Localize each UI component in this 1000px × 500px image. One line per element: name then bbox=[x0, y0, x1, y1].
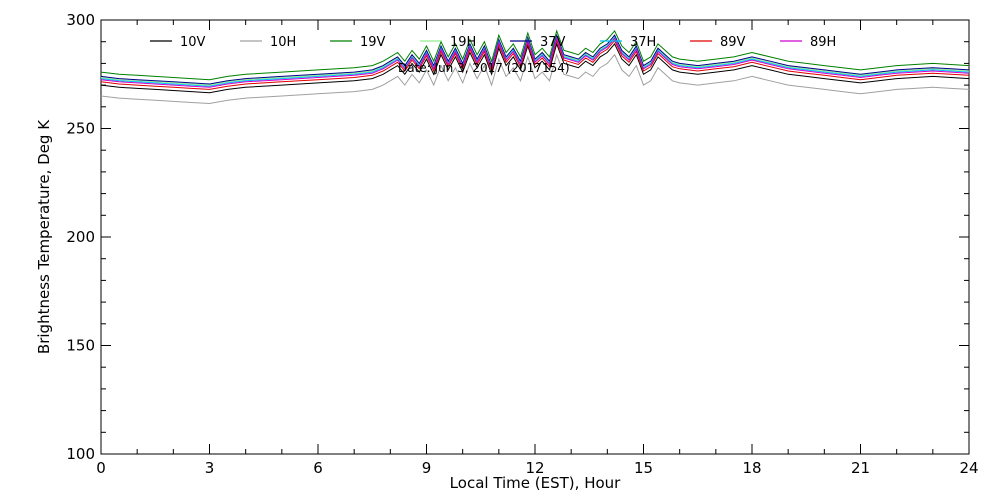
y-tick-label: 250 bbox=[66, 120, 95, 138]
x-tick-label: 9 bbox=[422, 459, 432, 477]
legend-label-37h: 37H bbox=[630, 35, 656, 50]
legend-label-89v: 89V bbox=[720, 35, 746, 50]
series-line-37v bbox=[100, 33, 970, 85]
series-line-19h bbox=[100, 34, 970, 86]
x-tick-label: 24 bbox=[959, 459, 978, 477]
plot-frame bbox=[100, 19, 970, 455]
series-line-10v bbox=[100, 42, 970, 94]
legend-label-10h: 10H bbox=[270, 35, 296, 50]
series-line-89h bbox=[100, 36, 970, 88]
series-line-19v bbox=[100, 29, 970, 81]
series-lines bbox=[100, 29, 970, 105]
axis-ticks: 0 3 6 9 12 15 18 21 24 100 150 200 250 300 bbox=[66, 11, 978, 477]
date-annotation: Date: Jun 3, 2017 (2017154) bbox=[398, 61, 570, 75]
y-axis-title: Brightness Temperature, Deg K bbox=[35, 119, 53, 354]
y-tick-label: 300 bbox=[66, 11, 95, 29]
x-tick-label: 6 bbox=[313, 459, 323, 477]
legend: 10V 10H 19V 19H 37V 37H 89V 89H bbox=[150, 35, 836, 50]
x-tick-label: 0 bbox=[96, 459, 106, 477]
x-tick-label: 12 bbox=[525, 459, 544, 477]
legend-label-19v: 19V bbox=[360, 35, 386, 50]
legend-label-19h: 19H bbox=[450, 35, 476, 50]
series-line-37h bbox=[100, 35, 970, 87]
x-tick-label: 3 bbox=[205, 459, 215, 477]
legend-label-37v: 37V bbox=[540, 35, 566, 50]
legend-label-89h: 89H bbox=[810, 35, 836, 50]
x-tick-label: 15 bbox=[634, 459, 653, 477]
y-tick-label: 150 bbox=[66, 337, 95, 355]
x-axis-title: Local Time (EST), Hour bbox=[450, 474, 621, 492]
y-tick-label: 200 bbox=[66, 228, 95, 246]
y-tick-label: 100 bbox=[66, 445, 95, 463]
legend-label-10v: 10V bbox=[180, 35, 206, 50]
x-tick-label: 21 bbox=[851, 459, 870, 477]
series-line-10h bbox=[100, 53, 970, 105]
x-tick-label: 18 bbox=[742, 459, 761, 477]
series-line-89v bbox=[100, 38, 970, 90]
